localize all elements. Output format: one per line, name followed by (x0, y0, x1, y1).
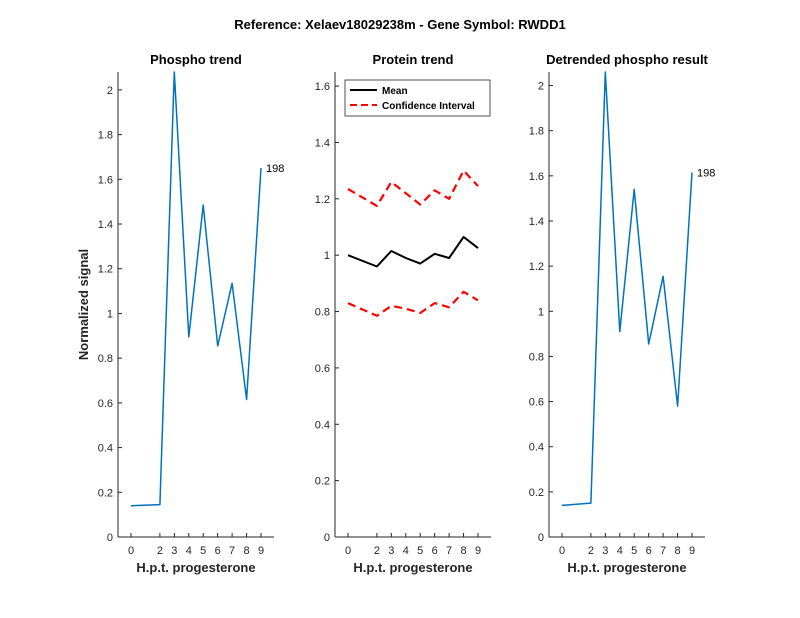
y-tick-label: 0.2 (315, 476, 330, 488)
y-tick-label: 0.6 (315, 363, 330, 375)
figure-title: Reference: Xelaev18029238m - Gene Symbol… (234, 17, 565, 32)
y-tick-label: 0.2 (529, 487, 544, 499)
x-tick-label: 3 (388, 545, 394, 557)
panel-title: Detrended phospho result (546, 52, 708, 67)
legend-entry: Confidence Interval (382, 101, 475, 112)
x-tick-label: 6 (215, 545, 221, 557)
y-tick-label: 1.8 (98, 130, 113, 142)
point-annotation: 198 (266, 163, 284, 175)
x-tick-label: 6 (432, 545, 438, 557)
y-tick-label: 1.6 (315, 81, 330, 93)
series-line-confidence-interval (347, 290, 479, 317)
x-tick-label: 0 (559, 545, 565, 557)
x-axis-label: H.p.t. progesterone (567, 560, 686, 575)
x-tick-label: 5 (631, 545, 637, 557)
x-tick-label: 7 (660, 545, 666, 557)
chart-panel-3: 00.20.40.60.811.21.41.61.820 2 3 4 5 6 7 8 9Detr… (529, 52, 716, 575)
x-tick-label: 8 (243, 545, 249, 557)
series-line-mean (347, 235, 479, 268)
y-tick-label: 0.6 (529, 397, 544, 409)
y-tick-label: 0 (538, 532, 544, 544)
x-tick-label: 5 (200, 545, 206, 557)
series-line-phospho (130, 71, 262, 507)
x-tick-label: 2 (374, 545, 380, 557)
x-tick-label: 4 (403, 545, 409, 557)
y-tick-label: 1.4 (98, 219, 113, 231)
y-tick-label: 0.4 (529, 442, 544, 454)
y-tick-label: 0 (107, 532, 113, 544)
x-tick-label: 2 (588, 545, 594, 557)
y-tick-label: 0 (324, 532, 330, 544)
panel-title: Protein trend (373, 52, 454, 67)
y-tick-label: 2 (538, 81, 544, 93)
x-tick-label: 8 (460, 545, 466, 557)
x-tick-label: 8 (674, 545, 680, 557)
legend-entry: Mean (382, 86, 408, 97)
y-tick-label: 1.4 (529, 216, 544, 228)
charts-container: 00.20.40.60.811.21.41.61.820 2 3 4 5 6 7 8 9Phos… (76, 52, 715, 575)
y-tick-label: 0.8 (98, 353, 113, 365)
x-tick-label: 7 (229, 545, 235, 557)
chart-panel-1: 00.20.40.60.811.21.41.61.820 2 3 4 5 6 7 8 9Phos… (76, 52, 284, 575)
x-tick-label: 3 (171, 545, 177, 557)
y-tick-label: 0.6 (98, 398, 113, 410)
y-tick-label: 0.8 (529, 351, 544, 363)
y-tick-label: 0.8 (315, 307, 330, 319)
x-tick-label: 9 (258, 545, 264, 557)
y-tick-label: 1.6 (98, 174, 113, 186)
y-tick-label: 1.2 (315, 194, 330, 206)
y-tick-label: 0.4 (98, 443, 113, 455)
y-tick-label: 2 (107, 85, 113, 97)
x-tick-label: 0 (128, 545, 134, 557)
y-tick-label: 1 (538, 306, 544, 318)
series-line-detrended (561, 71, 693, 507)
x-tick-label: 0 (345, 545, 351, 557)
x-axis-label: H.p.t. progesterone (353, 560, 472, 575)
y-tick-label: 1.4 (315, 137, 330, 149)
panel-title: Phospho trend (150, 52, 242, 67)
x-tick-label: 4 (186, 545, 192, 557)
x-tick-label: 2 (157, 545, 163, 557)
y-axis-label: Normalized signal (76, 249, 91, 360)
y-tick-label: 1 (324, 250, 330, 262)
series-line-confidence-interval (347, 169, 479, 207)
y-tick-label: 1.2 (98, 264, 113, 276)
x-tick-label: 7 (446, 545, 452, 557)
x-axis-label: H.p.t. progesterone (136, 560, 255, 575)
y-tick-label: 1 (107, 308, 113, 320)
x-tick-label: 9 (475, 545, 481, 557)
point-annotation: 198 (697, 167, 715, 179)
y-tick-label: 0.2 (98, 487, 113, 499)
x-tick-label: 3 (602, 545, 608, 557)
legend-box (344, 79, 491, 117)
chart-panel-2: 0 0.2 0.4 0.6 0.8 1 1.2 1.4 1.6 0 2 3 4 5 6 7 8 9 Protein … (315, 52, 491, 575)
x-tick-label: 4 (617, 545, 623, 557)
y-tick-label: 1.2 (529, 261, 544, 273)
x-tick-label: 6 (646, 545, 652, 557)
y-tick-label: 1.6 (529, 171, 544, 183)
x-tick-label: 5 (417, 545, 423, 557)
y-tick-label: 1.8 (529, 126, 544, 138)
y-tick-label: 0.4 (315, 419, 330, 431)
x-tick-label: 9 (689, 545, 695, 557)
